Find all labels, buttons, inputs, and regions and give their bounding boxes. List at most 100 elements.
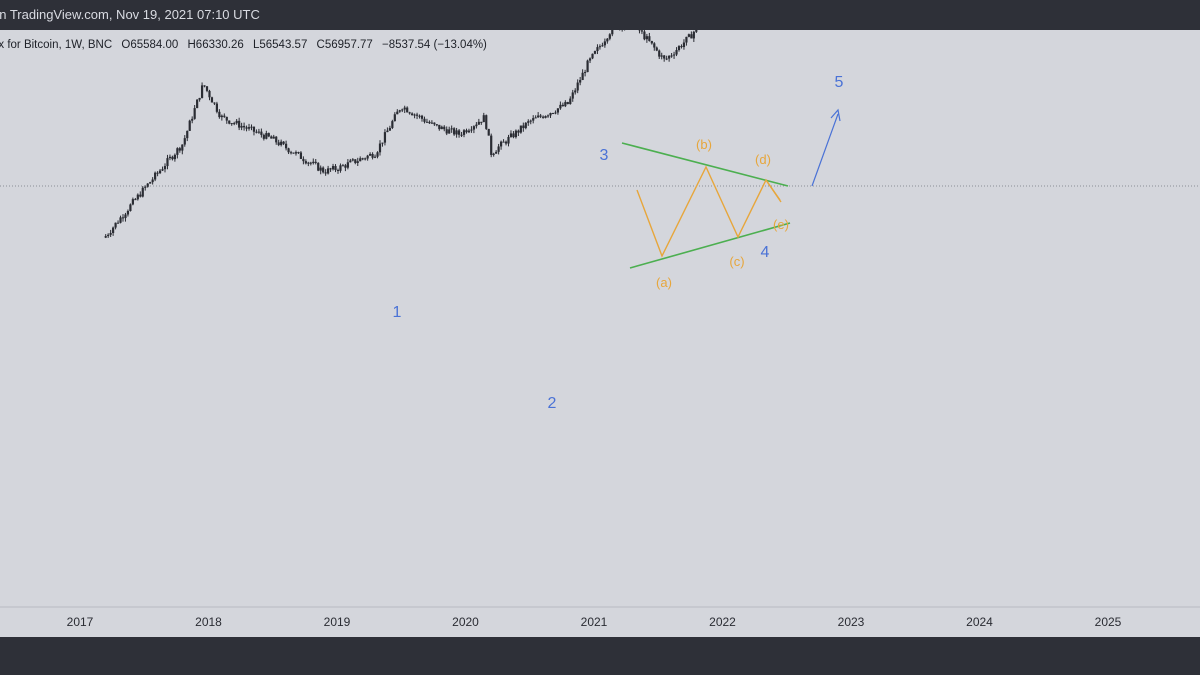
candle-body bbox=[322, 167, 325, 173]
candle-body bbox=[581, 72, 584, 81]
candle-body bbox=[341, 165, 345, 167]
candle-body bbox=[435, 124, 438, 126]
candle-body bbox=[163, 166, 167, 170]
candle-body bbox=[381, 142, 384, 144]
candle-body bbox=[218, 111, 221, 118]
candle-body bbox=[504, 141, 508, 144]
candle-body bbox=[492, 153, 495, 155]
candle-body bbox=[650, 40, 653, 44]
candle-body bbox=[640, 30, 644, 32]
candle-body bbox=[645, 36, 648, 40]
candle-body bbox=[289, 152, 293, 154]
candle-body bbox=[576, 82, 579, 91]
candle-body bbox=[477, 121, 480, 125]
candle-body bbox=[391, 121, 394, 128]
candle-body bbox=[359, 158, 362, 162]
candle-body bbox=[386, 130, 389, 133]
candle-body bbox=[277, 142, 280, 146]
candle-body bbox=[529, 120, 532, 122]
candle-body bbox=[317, 162, 320, 171]
candle-body bbox=[171, 156, 174, 160]
projection-path bbox=[636, 165, 782, 258]
candle-body bbox=[415, 114, 419, 116]
candle-body bbox=[166, 158, 169, 167]
wave-5-arrow bbox=[811, 113, 839, 187]
candle-body bbox=[136, 194, 139, 200]
candle-body bbox=[200, 85, 204, 98]
candle-body bbox=[670, 55, 673, 57]
candle-body bbox=[275, 136, 278, 143]
candle-body bbox=[149, 182, 152, 184]
candle-body bbox=[349, 160, 352, 163]
bottom-bar bbox=[0, 637, 1200, 675]
candle-body bbox=[294, 152, 298, 154]
candle-body bbox=[579, 80, 582, 83]
chart-area[interactable]: 2017 2018 2019 2020 2021 2022 2023 2024 2025 1 2 3 4… bbox=[0, 30, 1200, 637]
candle-body bbox=[675, 50, 678, 55]
candle-body bbox=[245, 127, 248, 129]
candle-body bbox=[176, 148, 179, 155]
candle-body bbox=[324, 172, 327, 174]
candle-body bbox=[230, 123, 233, 125]
candle-body bbox=[346, 162, 349, 168]
candle-body bbox=[571, 92, 574, 99]
candle-body bbox=[280, 141, 283, 146]
candle-body bbox=[220, 115, 223, 118]
price-chart[interactable]: 2017 2018 2019 2020 2021 2022 2023 2024 2025 1 2 3 4… bbox=[0, 30, 1200, 637]
candle-body bbox=[685, 36, 688, 43]
candle-body bbox=[369, 153, 372, 156]
candle-body bbox=[695, 30, 698, 32]
candle-body bbox=[507, 136, 510, 144]
candle-body bbox=[549, 113, 552, 116]
candle-body bbox=[373, 156, 377, 158]
candle-body bbox=[304, 161, 307, 164]
x-tick-label: 2018 bbox=[195, 615, 222, 629]
candle-body bbox=[336, 170, 340, 172]
candle-body bbox=[351, 159, 354, 161]
candle-body bbox=[611, 30, 614, 35]
candle-body bbox=[445, 129, 448, 134]
close-value: 56957.77 bbox=[324, 39, 373, 51]
candle-body bbox=[413, 114, 416, 116]
candle-body bbox=[680, 46, 683, 48]
candle-body bbox=[408, 112, 411, 114]
candle-body bbox=[354, 159, 357, 163]
candle-body bbox=[396, 111, 399, 115]
candle-body bbox=[457, 130, 461, 135]
open-key: O bbox=[121, 39, 131, 51]
x-tick-label: 2022 bbox=[709, 615, 736, 629]
candle-body bbox=[302, 158, 305, 162]
candle-body bbox=[682, 42, 686, 48]
candle-body bbox=[403, 107, 406, 110]
candle-body bbox=[544, 116, 547, 118]
candle-body bbox=[331, 166, 335, 170]
candle-body bbox=[603, 41, 606, 46]
candle-body bbox=[260, 131, 263, 135]
x-tick-label: 2024 bbox=[966, 615, 993, 629]
candle-body bbox=[554, 112, 557, 114]
candle-body bbox=[522, 125, 525, 129]
candle-body bbox=[196, 99, 199, 109]
candle-body bbox=[539, 115, 542, 117]
candle-body bbox=[287, 148, 290, 153]
candle-body bbox=[131, 199, 134, 205]
x-tick-label: 2020 bbox=[452, 615, 479, 629]
candle-body bbox=[191, 118, 194, 121]
wave-label: 2 bbox=[548, 395, 557, 412]
candle-body bbox=[660, 55, 663, 57]
candle-body bbox=[144, 186, 147, 188]
candle-body bbox=[319, 167, 322, 171]
candle-body bbox=[527, 121, 530, 123]
candle-body bbox=[238, 120, 241, 128]
candle-body bbox=[307, 162, 310, 164]
candle-body bbox=[608, 34, 611, 39]
candle-body bbox=[546, 115, 550, 117]
candle-body bbox=[497, 146, 500, 152]
low-key: L bbox=[252, 39, 260, 51]
upper-trend-line bbox=[621, 142, 789, 187]
candle-body bbox=[309, 162, 312, 164]
sub-wave-label: (d) bbox=[755, 152, 771, 167]
candle-body bbox=[282, 141, 285, 144]
candle-body bbox=[181, 144, 184, 151]
candle-body bbox=[356, 161, 359, 163]
